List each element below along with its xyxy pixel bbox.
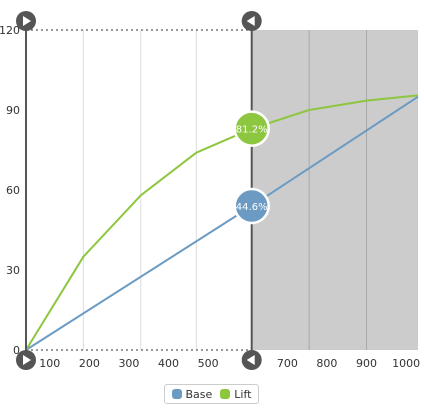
x-tick-label: 400 <box>158 357 179 370</box>
legend-item-base[interactable]: Base <box>171 387 213 401</box>
marker-lift[interactable] <box>233 110 270 147</box>
legend-swatch-base <box>171 389 182 399</box>
marker-label-lift: 81.2% <box>236 125 268 136</box>
triangle-right-icon <box>23 355 31 365</box>
legend-item-lift[interactable]: Lift <box>220 388 251 401</box>
y-tick-label: 120 <box>0 24 20 37</box>
marker-label-base: 44.6% <box>236 202 268 213</box>
x-tick-label: 700 <box>277 357 298 370</box>
x-tick-label: 1000 <box>392 357 420 370</box>
shaded-region <box>251 30 418 350</box>
legend-swatch-lift <box>220 389 231 399</box>
y-tick-label: 30 <box>6 264 20 277</box>
legend-label-lift: Lift <box>234 387 252 401</box>
x-tick-label: 300 <box>118 357 139 370</box>
legend-label-base: Base <box>185 387 213 401</box>
triangle-left-icon <box>246 355 255 365</box>
marker-base[interactable] <box>233 187 270 225</box>
x-tick-label: 500 <box>198 357 219 370</box>
triangle-right-icon <box>23 16 31 26</box>
chart-legend: Base Lift <box>164 384 259 404</box>
triangle-left-icon <box>246 16 255 26</box>
x-tick-label: 900 <box>356 357 377 370</box>
x-tick-label: 100 <box>39 357 60 370</box>
y-tick-label: 90 <box>6 104 20 117</box>
series-line-lift <box>25 94 419 351</box>
y-tick-label: 60 <box>6 184 20 197</box>
y-tick-label: 0 <box>13 344 20 357</box>
x-tick-label: 800 <box>316 357 337 370</box>
x-tick-label: 200 <box>79 357 100 370</box>
